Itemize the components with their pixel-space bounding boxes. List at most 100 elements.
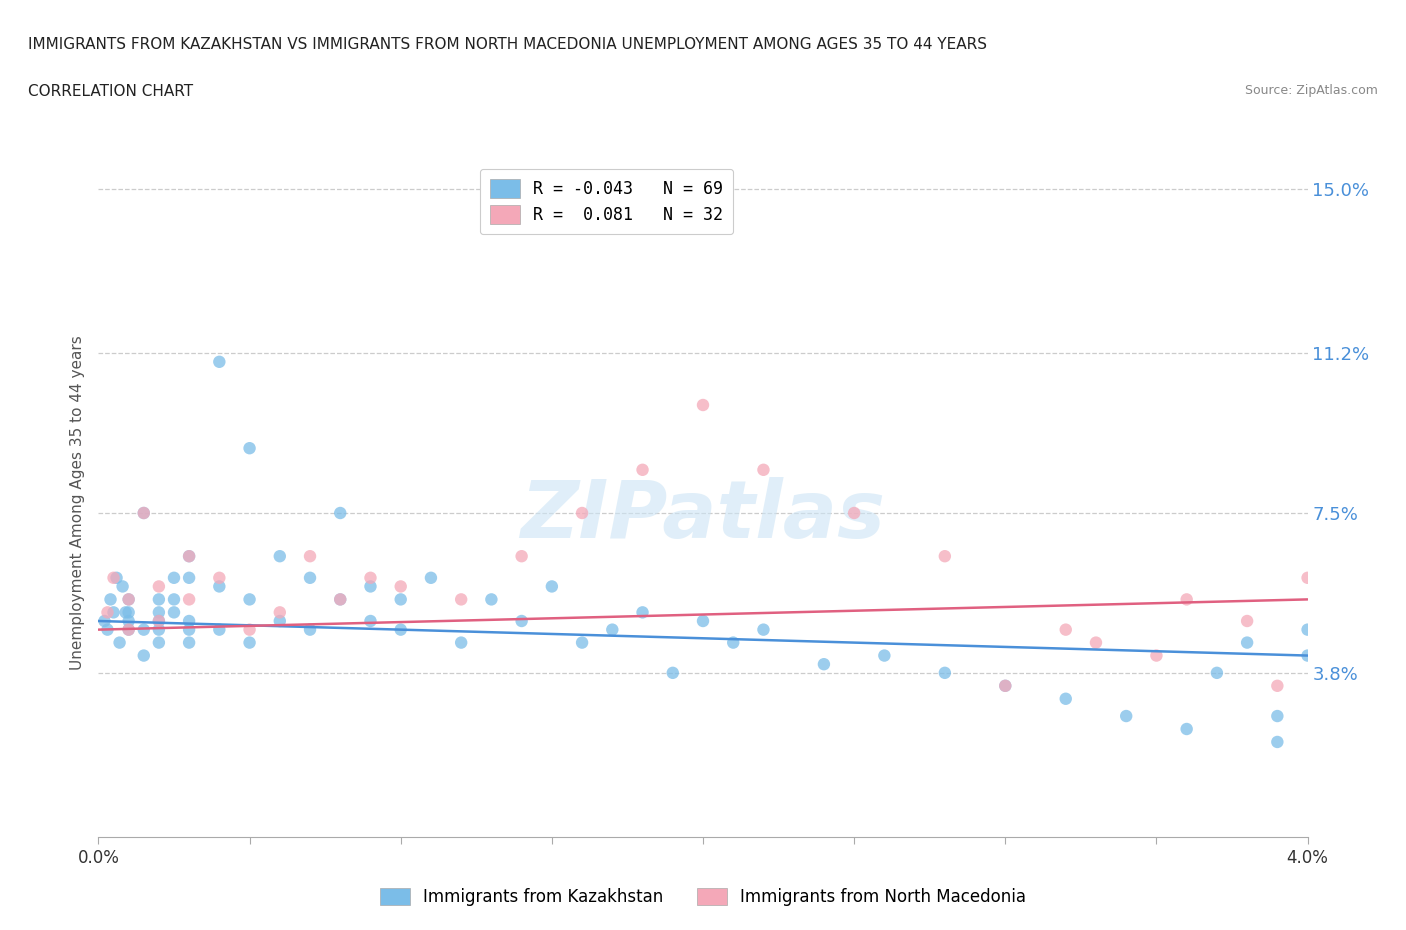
Point [844, 506, 866, 521]
Point [179, 549, 201, 564]
Legend: Immigrants from Kazakhstan, Immigrants from North Macedonia: Immigrants from Kazakhstan, Immigrants f… [373, 881, 1033, 912]
Point [571, 506, 593, 521]
Point [1236, 614, 1258, 629]
Point [114, 604, 136, 619]
Point [602, 622, 624, 637]
Point [179, 549, 201, 564]
Point [813, 657, 835, 671]
Text: ZIPatlas: ZIPatlas [520, 476, 886, 554]
Point [329, 506, 352, 521]
Point [96, 604, 118, 619]
Point [239, 592, 262, 607]
Point [1296, 648, 1319, 663]
Point [360, 570, 382, 585]
Point [329, 592, 352, 607]
Point [148, 622, 170, 637]
Point [1206, 665, 1229, 680]
Point [269, 549, 291, 564]
Point [118, 622, 141, 637]
Legend: R = -0.043   N = 69, R =  0.081   N = 32: R = -0.043 N = 69, R = 0.081 N = 32 [479, 169, 733, 234]
Point [118, 622, 141, 637]
Point [1267, 678, 1289, 693]
Point [692, 614, 714, 629]
Point [1267, 735, 1289, 750]
Point [132, 506, 155, 521]
Point [96, 622, 118, 637]
Point [108, 635, 131, 650]
Point [450, 635, 472, 650]
Point [111, 579, 134, 594]
Point [1296, 570, 1319, 585]
Point [208, 579, 231, 594]
Point [299, 622, 322, 637]
Point [179, 570, 201, 585]
Point [329, 592, 352, 607]
Point [752, 462, 775, 477]
Point [420, 570, 443, 585]
Point [148, 635, 170, 650]
Point [105, 570, 128, 585]
Point [93, 614, 115, 629]
Point [118, 592, 141, 607]
Point [1054, 622, 1077, 637]
Point [269, 614, 291, 629]
Point [692, 397, 714, 412]
Point [1175, 592, 1198, 607]
Point [631, 604, 654, 619]
Point [1085, 635, 1108, 650]
Point [481, 592, 503, 607]
Y-axis label: Unemployment Among Ages 35 to 44 years: Unemployment Among Ages 35 to 44 years [70, 335, 86, 670]
Text: IMMIGRANTS FROM KAZAKHSTAN VS IMMIGRANTS FROM NORTH MACEDONIA UNEMPLOYMENT AMONG: IMMIGRANTS FROM KAZAKHSTAN VS IMMIGRANTS… [28, 37, 987, 52]
Point [208, 354, 231, 369]
Point [299, 549, 322, 564]
Point [132, 648, 155, 663]
Point [1296, 622, 1319, 637]
Point [299, 570, 322, 585]
Point [389, 592, 412, 607]
Point [148, 579, 170, 594]
Point [994, 678, 1017, 693]
Point [179, 635, 201, 650]
Point [1175, 722, 1198, 737]
Point [571, 635, 593, 650]
Point [1054, 691, 1077, 706]
Point [1236, 635, 1258, 650]
Point [934, 665, 956, 680]
Point [179, 622, 201, 637]
Point [100, 592, 122, 607]
Point [132, 622, 155, 637]
Point [510, 614, 533, 629]
Point [148, 614, 170, 629]
Point [662, 665, 685, 680]
Text: Source: ZipAtlas.com: Source: ZipAtlas.com [1244, 84, 1378, 97]
Point [1267, 709, 1289, 724]
Point [752, 622, 775, 637]
Text: CORRELATION CHART: CORRELATION CHART [28, 84, 193, 99]
Point [269, 604, 291, 619]
Point [163, 570, 186, 585]
Point [148, 614, 170, 629]
Point [179, 614, 201, 629]
Point [389, 579, 412, 594]
Point [360, 614, 382, 629]
Point [163, 592, 186, 607]
Point [118, 614, 141, 629]
Point [450, 592, 472, 607]
Point [103, 604, 125, 619]
Point [148, 592, 170, 607]
Point [1115, 709, 1137, 724]
Point [179, 592, 201, 607]
Point [103, 570, 125, 585]
Point [389, 622, 412, 637]
Point [723, 635, 745, 650]
Point [541, 579, 564, 594]
Point [208, 570, 231, 585]
Point [118, 604, 141, 619]
Point [510, 549, 533, 564]
Point [118, 592, 141, 607]
Point [132, 506, 155, 521]
Point [208, 622, 231, 637]
Point [163, 604, 186, 619]
Point [1146, 648, 1168, 663]
Point [239, 622, 262, 637]
